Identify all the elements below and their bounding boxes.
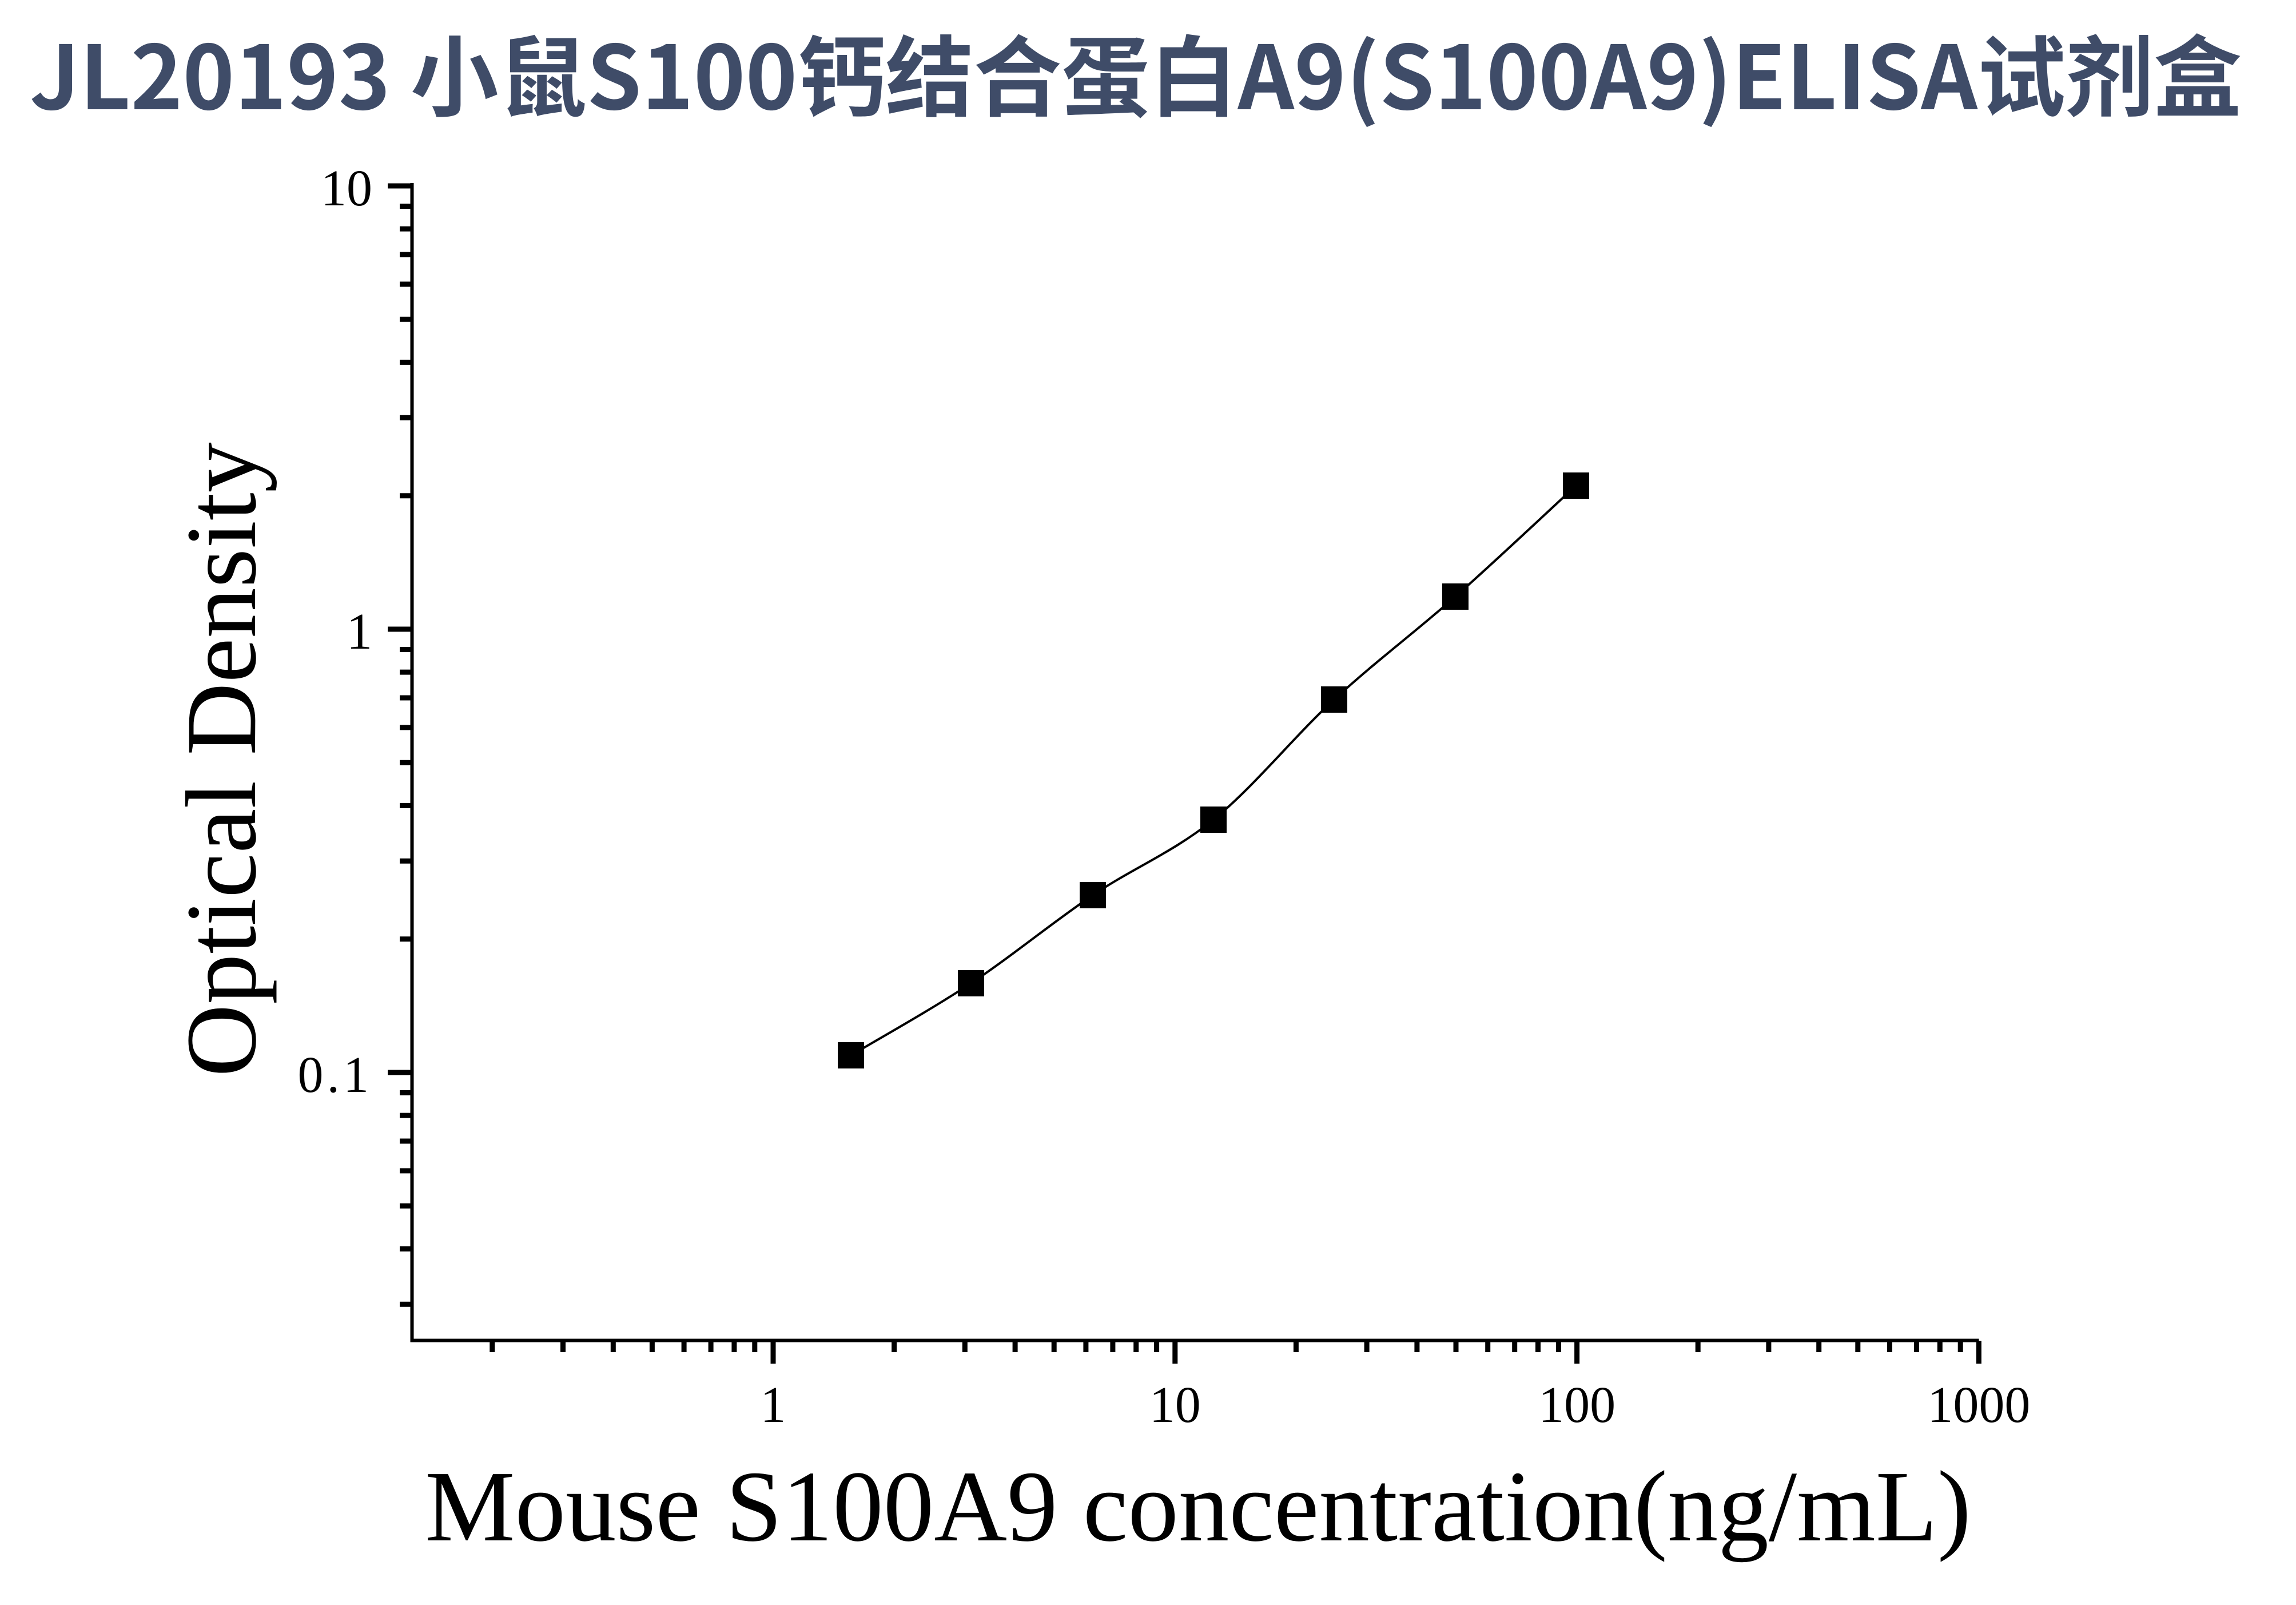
svg-text:100: 100 [1538,1377,1615,1433]
svg-text:1: 1 [761,1377,786,1433]
svg-text:Mouse S100A9 concentration(ng/: Mouse S100A9 concentration(ng/mL) [425,1451,1971,1563]
svg-text:Optical Density: Optical Density [166,442,277,1077]
svg-text:0.1: 0.1 [298,1047,373,1103]
svg-text:10: 10 [321,160,372,217]
svg-text:1000: 1000 [1927,1377,2030,1433]
svg-text:1: 1 [347,603,372,660]
svg-text:10: 10 [1149,1377,1201,1433]
